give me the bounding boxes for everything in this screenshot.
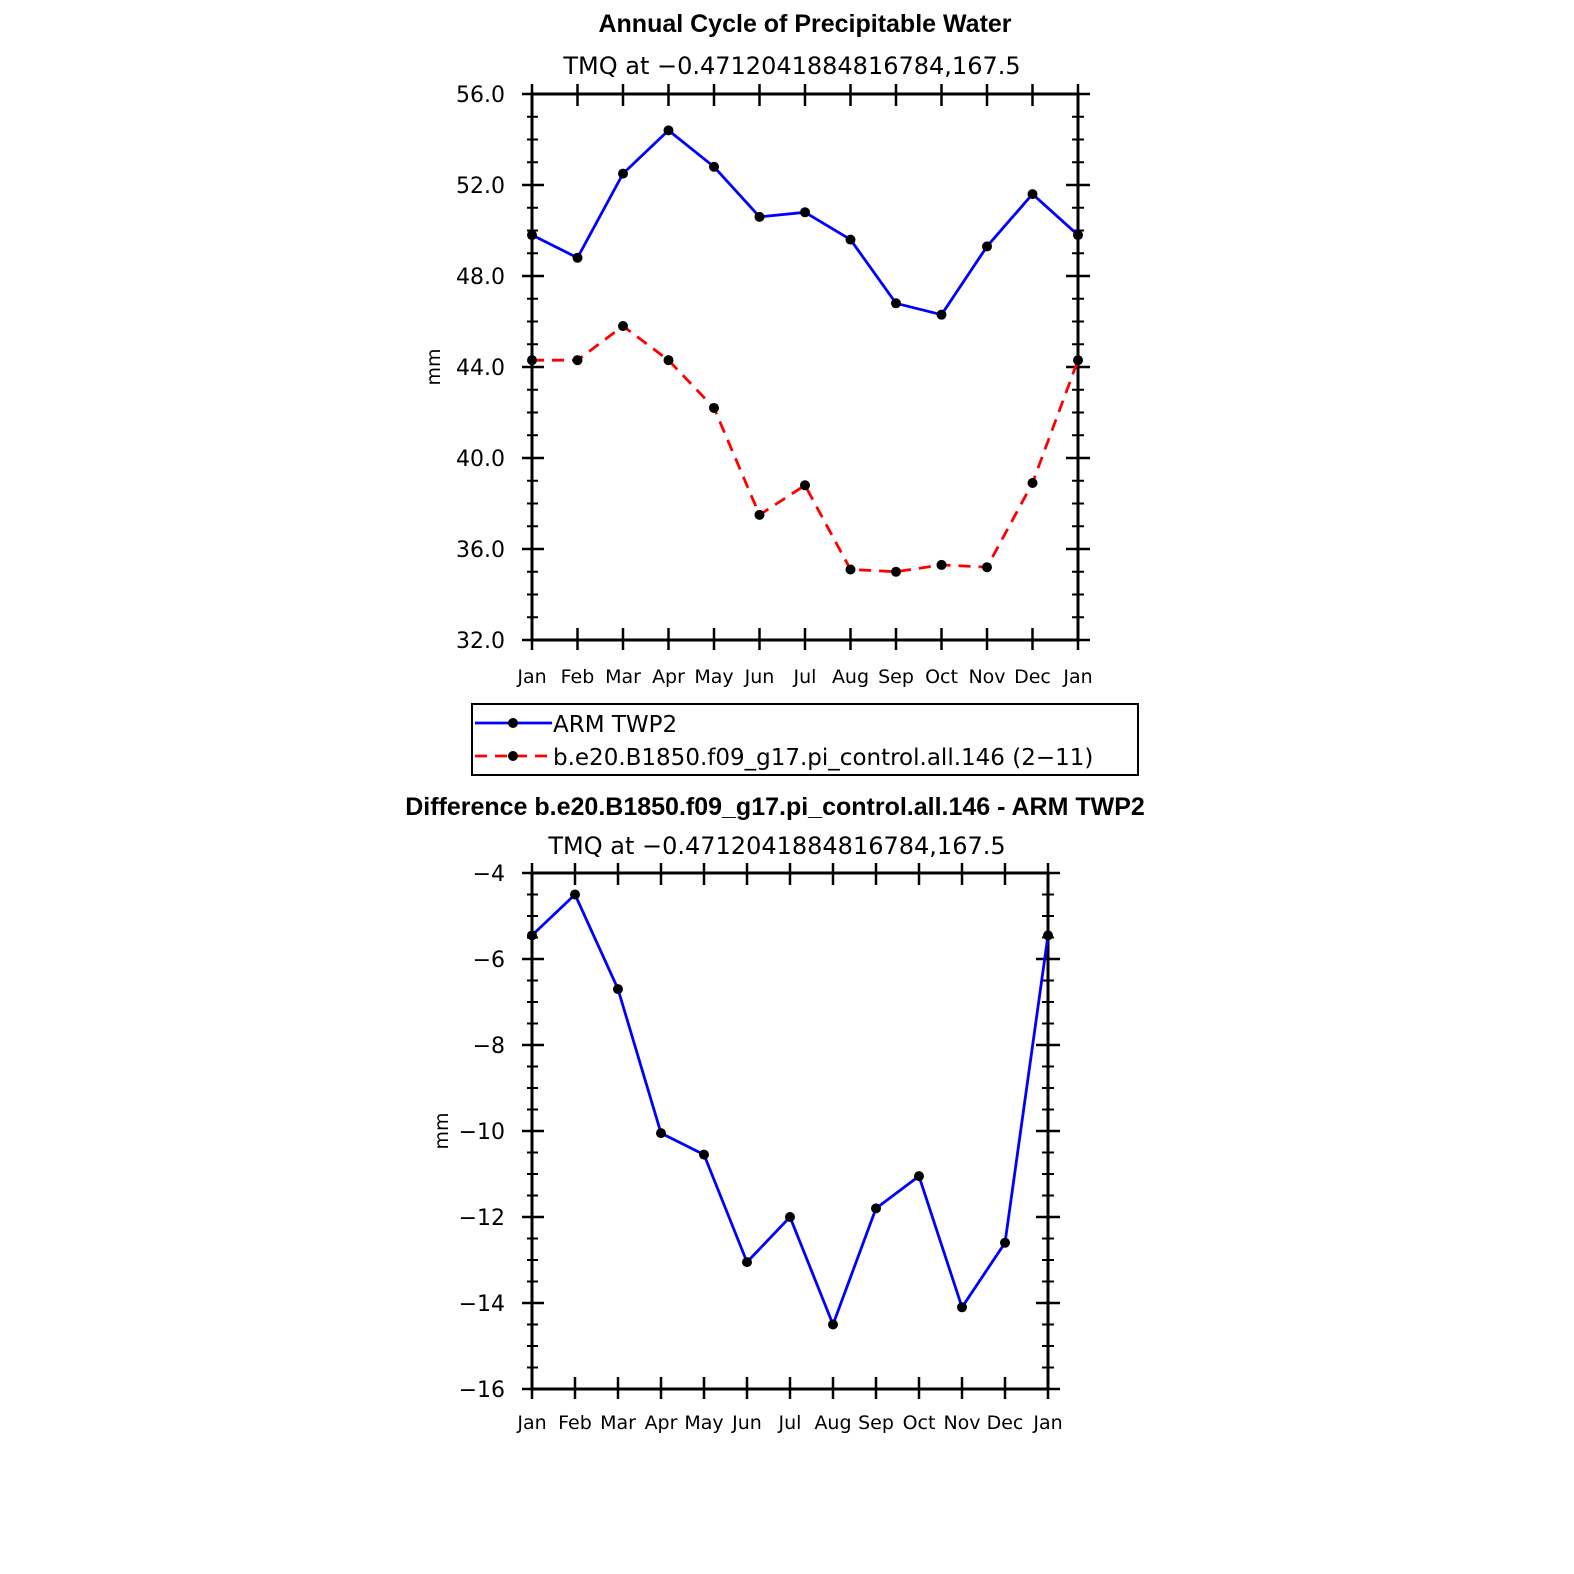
y-tick-label: −6	[473, 948, 505, 973]
data-point	[845, 564, 856, 575]
data-point	[1073, 355, 1083, 366]
chart-title: Annual Cycle of Precipitable Water	[598, 10, 1011, 38]
data-point	[663, 355, 674, 366]
chart-title: Difference b.e20.B1850.f09_g17.pi_contro…	[405, 793, 1145, 821]
x-tick-label: May	[694, 666, 733, 688]
x-tick-label: Jan	[1032, 1412, 1062, 1434]
chart-subtitle: TMQ at −0.4712041884816784,167.5	[562, 52, 1020, 80]
plot-frame	[530, 92, 1080, 642]
data-point	[618, 168, 628, 179]
data-point	[663, 125, 674, 136]
y-axis-label: mm	[423, 348, 445, 385]
y-tick-label: −10	[459, 1120, 505, 1145]
data-point	[754, 211, 765, 222]
x-tick-label: Aug	[832, 666, 869, 688]
x-tick-label: Mar	[605, 666, 641, 688]
y-tick-label: −16	[459, 1378, 505, 1403]
x-tick-label: Jan	[1062, 666, 1092, 688]
y-tick-label: −8	[473, 1034, 505, 1059]
data-point	[936, 559, 947, 570]
data-point	[699, 1149, 709, 1160]
data-point	[572, 252, 583, 263]
y-tick-label: −4	[473, 862, 505, 887]
x-tick-label: Oct	[903, 1412, 936, 1434]
series-line-1	[531, 893, 1050, 1326]
data-point	[572, 355, 583, 366]
chart-subtitle: TMQ at −0.4712041884816784,167.5	[547, 832, 1005, 860]
data-point	[800, 480, 810, 491]
data-point	[982, 562, 992, 573]
y-tick-label: 48.0	[456, 265, 505, 290]
x-tick-label: Sep	[878, 666, 914, 688]
data-point	[754, 509, 765, 520]
data-point	[1043, 930, 1053, 941]
plot-frame	[530, 871, 1050, 1391]
data-point	[785, 1212, 795, 1222]
data-point	[1027, 189, 1038, 200]
y-tick-label: 40.0	[456, 447, 505, 472]
x-tick-label: Feb	[558, 1412, 592, 1434]
data-point	[982, 241, 992, 252]
data-point	[891, 298, 901, 309]
x-tick-label: Jul	[793, 666, 817, 688]
y-tick-label: 52.0	[456, 174, 505, 199]
series-line-1	[531, 128, 1079, 317]
x-tick-label: Jul	[778, 1412, 802, 1434]
x-tick-label: Jan	[516, 1412, 546, 1434]
x-tick-label: Jan	[516, 666, 546, 688]
data-point	[527, 355, 537, 366]
data-point	[1073, 230, 1083, 241]
x-tick-label: Apr	[652, 666, 685, 688]
data-point	[656, 1128, 666, 1139]
data-point	[1000, 1237, 1010, 1248]
x-tick-label: Mar	[600, 1412, 636, 1434]
legend-label: b.e20.B1850.f09_g17.pi_control.all.146 (…	[553, 745, 1093, 771]
data-point	[570, 889, 580, 900]
legend-swatch-marker	[508, 751, 518, 761]
data-point	[709, 161, 719, 172]
data-point	[527, 930, 537, 941]
x-tick-label: Dec	[1014, 666, 1051, 688]
y-axis-label: mm	[431, 1112, 453, 1149]
x-tick-label: Sep	[858, 1412, 894, 1434]
data-point	[613, 984, 623, 995]
x-tick-label: Nov	[968, 666, 1005, 688]
data-point	[845, 234, 856, 245]
data-point	[527, 230, 537, 241]
x-tick-label: Dec	[987, 1412, 1024, 1434]
data-point	[800, 207, 810, 218]
x-tick-label: Apr	[645, 1412, 678, 1434]
x-tick-label: Aug	[814, 1412, 851, 1434]
x-tick-label: Feb	[561, 666, 595, 688]
x-tick-label: May	[684, 1412, 723, 1434]
chart-2: Difference b.e20.B1850.f09_g17.pi_contro…	[405, 793, 1145, 1434]
legend: ARM TWP2 b.e20.B1850.f09_g17.pi_control.a…	[471, 703, 1139, 776]
x-tick-label: Jun	[744, 666, 775, 688]
data-point	[709, 402, 719, 413]
data-point	[1027, 478, 1038, 489]
legend-label: ARM TWP2	[553, 712, 677, 738]
data-point	[828, 1319, 838, 1330]
y-tick-label: 56.0	[456, 83, 505, 108]
y-tick-label: 44.0	[456, 356, 505, 381]
data-point	[914, 1171, 924, 1182]
y-tick-label: −12	[459, 1206, 505, 1231]
data-point	[891, 566, 901, 577]
legend-box	[471, 703, 1139, 776]
chart-1: Annual Cycle of Precipitable Water TMQ at…	[423, 10, 1139, 776]
y-tick-label: 36.0	[456, 538, 505, 563]
data-point	[618, 321, 628, 332]
data-point	[957, 1302, 967, 1313]
data-point	[871, 1203, 881, 1214]
x-tick-label: Oct	[925, 666, 958, 688]
y-tick-label: −14	[459, 1292, 505, 1317]
data-point	[936, 309, 947, 320]
series-line-2	[532, 324, 1080, 574]
x-tick-label: Nov	[943, 1412, 980, 1434]
x-tick-label: Jun	[731, 1412, 762, 1434]
y-tick-label: 32.0	[456, 629, 505, 654]
data-point	[742, 1257, 752, 1268]
legend-swatch-marker	[508, 718, 518, 728]
